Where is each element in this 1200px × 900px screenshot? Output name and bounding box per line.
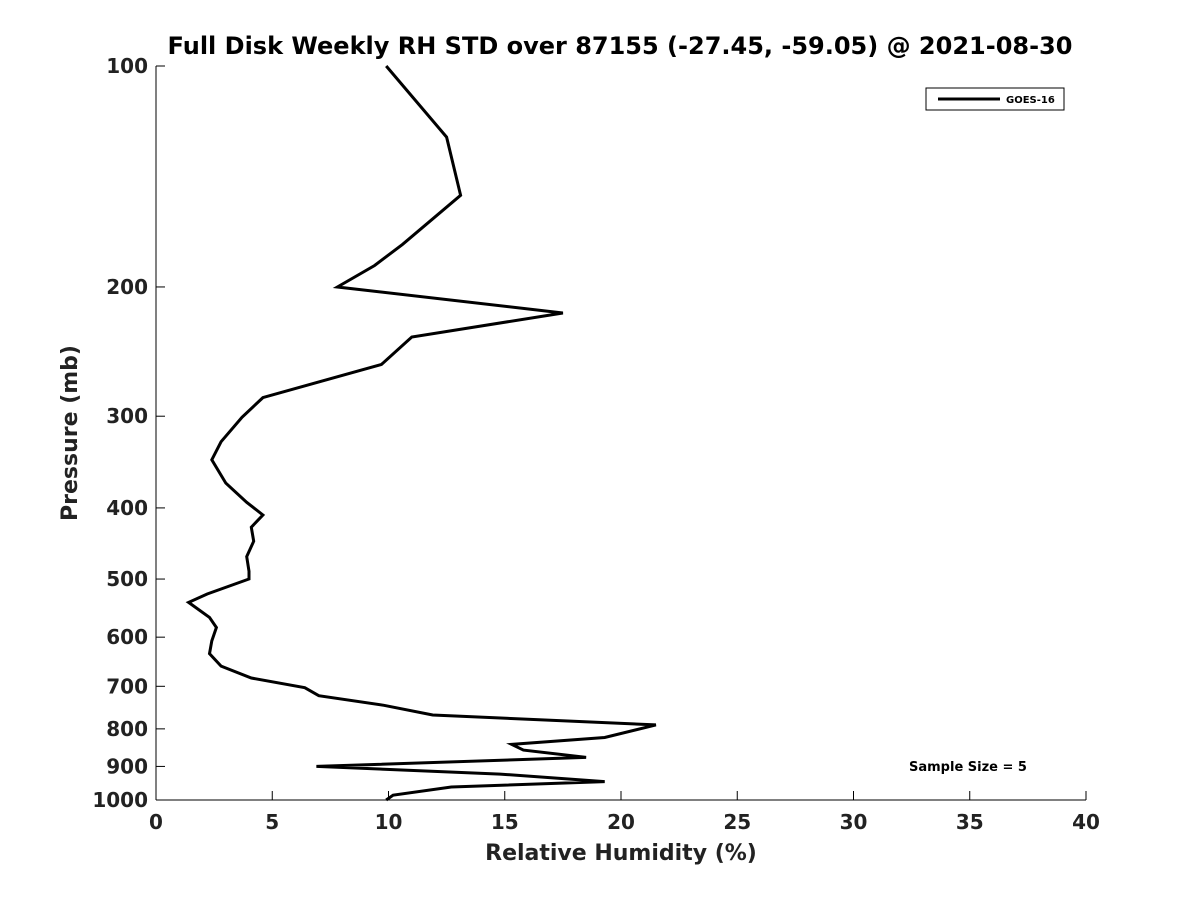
x-axis-label: Relative Humidity (%): [485, 841, 757, 866]
x-tick-label-20: 20: [607, 810, 635, 834]
y-tick-label-100: 100: [106, 54, 148, 78]
x-tick-label-25: 25: [723, 810, 751, 834]
x-tick-label-5: 5: [265, 810, 279, 834]
x-tick-label-10: 10: [375, 810, 403, 834]
x-tick-label-15: 15: [491, 810, 519, 834]
x-axis-ticks: 0 5 10 15 20 25 30 35 40: [149, 791, 1100, 834]
x-tick-label-35: 35: [956, 810, 984, 834]
y-tick-label-300: 300: [106, 404, 148, 428]
y-tick-label-500: 500: [106, 567, 148, 591]
chart-title: Full Disk Weekly RH STD over 87155 (-27.…: [168, 32, 1073, 60]
y-axis-ticks: 100 200 300 400 500 600 700 800 900 1000: [92, 54, 165, 812]
y-axis-label: Pressure (mb): [58, 345, 83, 521]
x-tick-label-40: 40: [1072, 810, 1100, 834]
goes-16-series-line: [185, 65, 657, 802]
y-tick-label-900: 900: [106, 754, 148, 778]
legend: GOES-16: [925, 87, 1065, 111]
y-tick-label-400: 400: [106, 496, 148, 520]
sample-size-annotation: Sample Size = 5: [909, 760, 1027, 775]
y-tick-label-1000: 1000: [92, 788, 148, 812]
x-tick-label-30: 30: [840, 810, 868, 834]
y-tick-label-700: 700: [106, 674, 148, 698]
legend-label-goes-16: GOES-16: [1006, 95, 1055, 106]
y-tick-label-800: 800: [106, 717, 148, 741]
y-tick-label-600: 600: [106, 625, 148, 649]
x-tick-label-0: 0: [149, 810, 163, 834]
y-tick-label-200: 200: [106, 275, 148, 299]
